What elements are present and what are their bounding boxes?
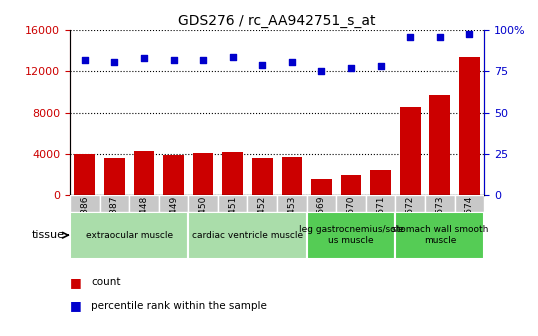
Title: GDS276 / rc_AA942751_s_at: GDS276 / rc_AA942751_s_at <box>178 14 376 28</box>
Bar <box>370 170 391 195</box>
Text: extraocular muscle: extraocular muscle <box>86 231 173 240</box>
Bar <box>133 151 154 195</box>
Text: GSM3672: GSM3672 <box>406 196 415 239</box>
Point <box>287 59 296 64</box>
Bar <box>100 195 129 212</box>
Text: GSM3453: GSM3453 <box>287 196 296 239</box>
Point <box>376 64 385 69</box>
Point <box>199 57 207 62</box>
Bar <box>307 195 336 212</box>
Bar <box>252 158 273 195</box>
Bar <box>455 195 484 212</box>
Bar <box>222 152 243 195</box>
Point <box>465 31 473 36</box>
Bar <box>395 212 484 259</box>
Bar <box>70 212 188 259</box>
Bar <box>218 195 247 212</box>
Text: GSM3669: GSM3669 <box>317 196 326 239</box>
Text: GSM3670: GSM3670 <box>346 196 356 239</box>
Point <box>139 55 148 61</box>
Bar <box>74 154 95 195</box>
Bar <box>336 195 366 212</box>
Text: GSM3673: GSM3673 <box>435 196 444 239</box>
Point <box>228 54 237 59</box>
Point <box>346 66 355 71</box>
Bar <box>104 158 125 195</box>
Text: GSM3450: GSM3450 <box>199 196 208 239</box>
Bar <box>341 175 362 195</box>
Text: stomach wall smooth
muscle: stomach wall smooth muscle <box>392 225 488 245</box>
Point <box>406 34 414 40</box>
Point <box>110 59 118 64</box>
Bar <box>159 195 188 212</box>
Bar <box>193 153 214 195</box>
Point <box>80 57 89 62</box>
Bar <box>366 195 395 212</box>
Bar <box>188 195 218 212</box>
Text: GSM3449: GSM3449 <box>169 196 178 239</box>
Text: ■: ■ <box>70 276 86 289</box>
Text: GSM3451: GSM3451 <box>228 196 237 239</box>
Point <box>317 69 325 74</box>
Bar <box>400 108 421 195</box>
Bar <box>307 212 395 259</box>
Bar <box>429 95 450 195</box>
Point <box>258 62 266 68</box>
Text: count: count <box>91 277 121 287</box>
Bar <box>425 195 455 212</box>
Bar <box>277 195 307 212</box>
Bar <box>163 155 184 195</box>
Text: GSM3452: GSM3452 <box>258 196 267 239</box>
Bar <box>70 195 100 212</box>
Bar <box>129 195 159 212</box>
Bar <box>311 179 332 195</box>
Bar <box>188 212 307 259</box>
Text: GSM3387: GSM3387 <box>110 196 119 239</box>
Text: GSM3671: GSM3671 <box>376 196 385 239</box>
Text: GSM3448: GSM3448 <box>139 196 148 239</box>
Bar <box>281 157 302 195</box>
Point <box>169 57 178 62</box>
Text: cardiac ventricle muscle: cardiac ventricle muscle <box>192 231 303 240</box>
Text: GSM3674: GSM3674 <box>465 196 474 239</box>
Bar <box>247 195 277 212</box>
Text: GSM3386: GSM3386 <box>80 196 89 239</box>
Text: leg gastrocnemius/sole
us muscle: leg gastrocnemius/sole us muscle <box>299 225 404 245</box>
Text: tissue: tissue <box>32 230 65 240</box>
Text: percentile rank within the sample: percentile rank within the sample <box>91 301 267 311</box>
Bar <box>395 195 425 212</box>
Point <box>435 34 444 40</box>
Text: ■: ■ <box>70 299 86 312</box>
Bar <box>459 57 480 195</box>
